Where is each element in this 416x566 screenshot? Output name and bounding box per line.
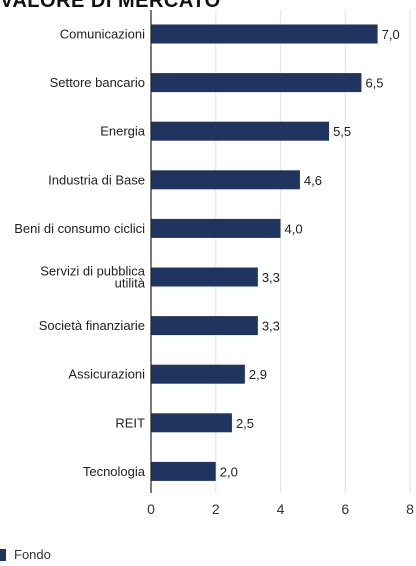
- bar-5: [151, 267, 258, 287]
- category-label-6: Società finanziarie: [39, 318, 145, 333]
- value-label-4: 4,0: [285, 221, 303, 236]
- x-tick-label-4: 8: [406, 501, 414, 517]
- category-label-8: REIT: [115, 415, 145, 430]
- category-label-5: Servizi di pubblica utilità: [40, 264, 146, 291]
- value-label-8: 2,5: [236, 416, 254, 431]
- x-tick-label-3: 6: [341, 501, 349, 517]
- value-label-7: 2,9: [249, 367, 267, 382]
- category-label-3: Industria di Base: [48, 172, 145, 187]
- chart-title: VALORE DI MERCATO: [0, 0, 221, 12]
- x-tick-label-0: 0: [147, 501, 155, 517]
- bar-6: [151, 316, 258, 336]
- category-label-0: Comunicazioni: [60, 27, 145, 42]
- value-label-2: 5,5: [333, 124, 351, 139]
- value-label-5: 3,3: [262, 270, 280, 285]
- x-tick-label-2: 4: [277, 501, 285, 517]
- legend-label-fondo: Fondo: [14, 547, 51, 562]
- category-label-1: Settore bancario: [50, 75, 145, 90]
- bar-3: [151, 170, 300, 190]
- bar-chart: Comunicazioni 7,0 Settore bancario 6,5 Energ…: [14, 10, 414, 517]
- legend-swatch-fondo: [0, 548, 6, 561]
- value-label-9: 2,0: [220, 464, 238, 479]
- category-label-7: Assicurazioni: [68, 367, 145, 382]
- value-label-6: 3,3: [262, 319, 280, 334]
- value-label-1: 6,5: [365, 76, 383, 91]
- category-label-4: Beni di consumo ciclici: [14, 221, 145, 236]
- x-tick-label-1: 2: [212, 501, 220, 517]
- bar-8: [151, 413, 232, 433]
- bar-4: [151, 218, 281, 238]
- bar-7: [151, 364, 245, 384]
- bar-9: [151, 461, 216, 481]
- category-label-2: Energia: [100, 124, 146, 139]
- value-label-0: 7,0: [382, 27, 400, 42]
- value-label-3: 4,6: [304, 173, 322, 188]
- bar-0: [151, 24, 378, 44]
- bar-2: [151, 121, 330, 141]
- legend: Fondo: [0, 547, 51, 562]
- category-label-9: Tecnologia: [83, 464, 146, 479]
- bar-1: [151, 73, 362, 93]
